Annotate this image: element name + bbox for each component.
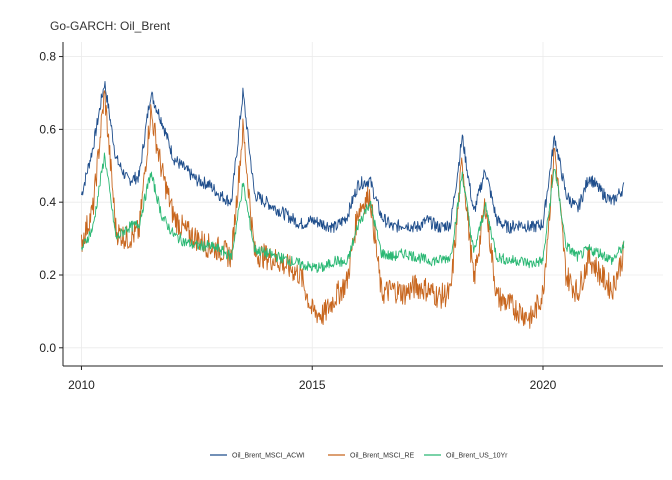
x-tick-label: 2020: [530, 378, 557, 392]
y-tick-label: 0.4: [39, 195, 56, 209]
legend: Oil_Brent_MSCI_ACWI Oil_Brent_MSCI_RE Oil_…: [210, 453, 508, 460]
series-group: [81, 80, 625, 329]
y-tick-label: 0.0: [39, 341, 56, 355]
chart-title: Go-GARCH: Oil_Brent: [50, 19, 171, 33]
series-line-1: [81, 80, 625, 234]
y-tick-label: 0.2: [39, 268, 56, 282]
y-tick-label: 0.6: [39, 122, 56, 136]
legend-label: Oil_Brent_MSCI_RE: [350, 453, 415, 460]
legend-label: Oil_Brent_MSCI_ACWI: [232, 453, 305, 460]
legend-label: Oil_Brent_US_10Yr: [446, 453, 508, 460]
axes: [62, 42, 663, 367]
series-line-3: [81, 152, 625, 274]
x-ticks: 2010 2015 2020: [68, 366, 557, 392]
series-line-2: [81, 90, 625, 329]
grid: [63, 42, 663, 366]
x-tick-label: 2010: [68, 378, 95, 392]
x-tick-label: 2015: [299, 378, 326, 392]
y-tick-label: 0.8: [39, 50, 56, 64]
y-ticks: 0.0 0.2 0.4 0.6 0.8: [39, 50, 63, 355]
